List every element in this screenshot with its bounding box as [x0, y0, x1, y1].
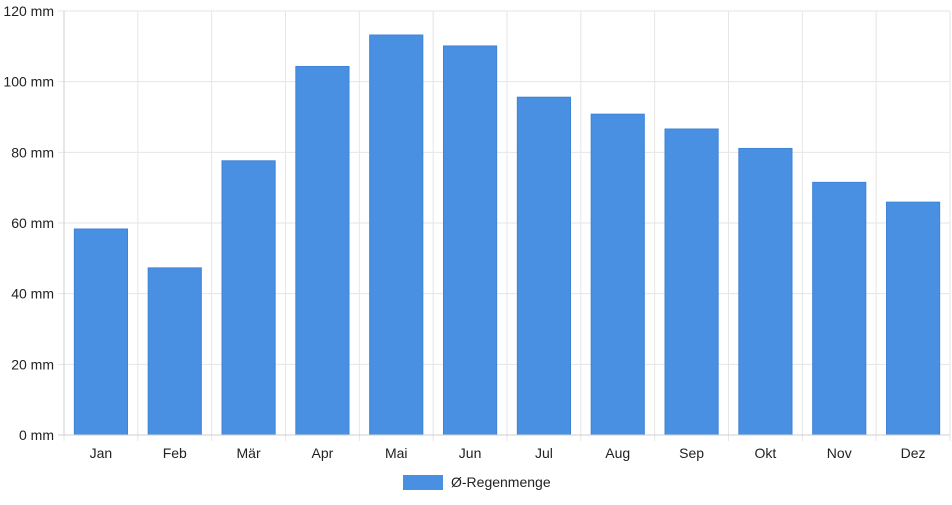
bar: [73, 228, 128, 436]
x-tick-label: Sep: [679, 445, 704, 461]
x-tick-label: Okt: [755, 445, 777, 461]
y-tick-label: 120 mm: [3, 3, 54, 19]
x-tick-label: Mär: [237, 445, 261, 461]
bar: [147, 267, 202, 436]
bar: [664, 128, 719, 436]
bar: [295, 65, 350, 436]
bar: [443, 45, 498, 436]
y-tick-label: 100 mm: [3, 74, 54, 90]
bar: [369, 34, 424, 436]
bar: [738, 147, 793, 436]
x-tick-label: Jun: [459, 445, 482, 461]
bar: [590, 113, 645, 436]
x-tick-label: Dez: [901, 445, 926, 461]
y-tick-label: 0 mm: [19, 427, 54, 443]
bar: [516, 96, 571, 436]
bar: [221, 160, 276, 436]
x-tick-label: Mai: [385, 445, 408, 461]
x-tick-label: Jan: [90, 445, 113, 461]
bar: [886, 201, 941, 436]
bar-layer: [73, 34, 941, 436]
legend-label[interactable]: Ø-Regenmenge: [451, 474, 551, 490]
bar: [812, 181, 867, 436]
y-tick-label: 80 mm: [11, 144, 54, 160]
y-tick-label: 60 mm: [11, 215, 54, 231]
x-tick-label: Nov: [827, 445, 852, 461]
axis-layer: 0 mm 20 mm 40 mm 60 mm 80 mm 100 mm 120 mm Jan F…: [3, 3, 950, 461]
x-tick-label: Feb: [163, 445, 187, 461]
y-tick-label: 40 mm: [11, 286, 54, 302]
x-tick-label: Aug: [605, 445, 630, 461]
x-tick-label: Jul: [535, 445, 553, 461]
legend[interactable]: Ø-Regenmenge: [403, 474, 551, 490]
legend-swatch[interactable]: [403, 475, 443, 490]
y-tick-label: 20 mm: [11, 356, 54, 372]
grid-layer: [58, 10, 951, 441]
x-tick-label: Apr: [312, 445, 334, 461]
